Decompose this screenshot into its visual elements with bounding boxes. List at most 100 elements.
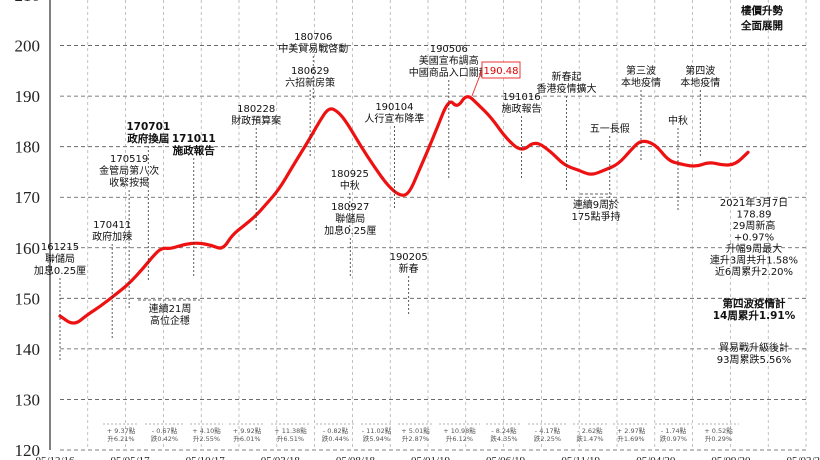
annotation-text: 中秋 (340, 179, 360, 192)
x-tick-label: 05/03/18 (261, 455, 301, 460)
segment-stat-text: 升6.21% (107, 434, 134, 443)
annotation-text: 180927 (331, 202, 369, 213)
wave-stat-text: 第四波疫情計 (723, 297, 786, 310)
y-tick-label: 200 (15, 37, 41, 56)
segment-stat-text: 跌0.97% (660, 434, 687, 443)
x-tick-label: 05/09/20 (711, 455, 751, 460)
annotation-text: 六招新房策 (285, 76, 335, 89)
x-tick-label: 05/02/21 (786, 455, 820, 460)
y-axis: 120 130 140 150 160 170 180 190 200 210 (15, 0, 41, 460)
annotation-text: 本地疫情 (680, 76, 720, 89)
segment-stat-text: + 0.52點 (704, 426, 733, 435)
annotation-text: 人行宣布降準 (364, 112, 424, 125)
x-tick-label: 05/11/19 (561, 455, 600, 460)
annotation-text: 新春起 (552, 70, 582, 83)
annotation-text: 中秋 (668, 114, 688, 127)
x-tick-label: 05/06/19 (486, 455, 526, 460)
segment-stat-text: 升0.29% (705, 434, 732, 443)
annotation-text: 190506 (430, 44, 468, 55)
annotation-text: 180925 (331, 169, 369, 180)
annotation-text: 190205 (390, 252, 428, 263)
summary: 2021年3月7日178.8929周新高+0.97%升幅9周最大連升3周共升1.… (710, 196, 798, 278)
annotation-text: 香港疫情擴大 (537, 82, 597, 95)
segment-stat-text: 跌2.25% (534, 434, 561, 443)
annotation-text: 170519 (110, 154, 148, 165)
annotation: 五一長假 (590, 122, 630, 212)
x-tick-label: 05/05/17 (111, 455, 151, 460)
trade-war-stat-text: 貿易戰升級後計 (719, 341, 789, 354)
segment-stat-text: + 4.10點 (192, 426, 221, 435)
peak-label: 190.48 (471, 61, 521, 97)
annotation-text: 施政報告 (501, 102, 541, 115)
y-tick-label: 190 (15, 87, 41, 106)
annotation-text: 金管局第八次 (99, 164, 159, 177)
x-axis: 05/12/16 05/05/17 05/10/17 05/03/18 05/08/18… (35, 455, 820, 460)
segment-stat-text: - 11.02點 (362, 426, 392, 435)
annotation-text: 美國宣布調高 (419, 54, 479, 67)
annotation-text: 180228 (237, 104, 275, 115)
annotation-text: 財政預算案 (231, 114, 281, 127)
annotation-text: 政府換屆 (127, 132, 169, 145)
y-tick-label: 150 (15, 289, 41, 308)
segment-stat-text: + 11.38點 (274, 426, 307, 435)
summary-text: +0.97% (734, 233, 774, 244)
y-tick-label: 130 (15, 390, 41, 409)
segment-stat-text: + 9.92點 (233, 426, 262, 435)
segment-stat-text: 升6.12% (446, 434, 473, 443)
series-line (58, 95, 750, 325)
annotation-text: 政府加辣 (92, 230, 132, 243)
annotation-text: 新春 (399, 262, 419, 275)
segment-stat-text: 跌1.47% (576, 434, 603, 443)
period-note-text: 175點爭持 (571, 210, 620, 223)
segment-stat-text: 升6.01% (233, 434, 260, 443)
annotation-text: 190104 (375, 102, 413, 113)
x-tick-label: 05/08/18 (336, 455, 376, 460)
segment-stat-text: + 5.01點 (401, 426, 430, 435)
annotation: 中秋 (668, 114, 688, 210)
annotation-text: 中美貿易戰啓動 (278, 42, 348, 55)
x-tick-label: 05/10/17 (186, 455, 226, 460)
y-tick-label: 160 (15, 239, 41, 258)
annotation-text: 五一長假 (590, 122, 630, 135)
annotation-text: 180706 (294, 32, 332, 43)
annotation-text: 加息0.25厘 (324, 224, 376, 237)
period-note-text: 高位企穩 (150, 314, 190, 327)
segment-stat-text: - 1.74點 (661, 426, 687, 435)
y-tick-label: 120 (15, 441, 41, 460)
annotation-text: 180629 (291, 66, 329, 77)
peak-pointer (471, 69, 483, 97)
event-annotations: 161215聯儲局加息0.25厘170411政府加辣170519金管局第八次收緊… (34, 32, 720, 360)
annotation-text: 聯儲局 (335, 213, 365, 225)
grid (49, 0, 807, 451)
x-tick-label: 05/04/20 (636, 455, 676, 460)
period-note-text: 連續21周 (149, 302, 192, 315)
annotation-text: 第四波 (685, 64, 715, 77)
